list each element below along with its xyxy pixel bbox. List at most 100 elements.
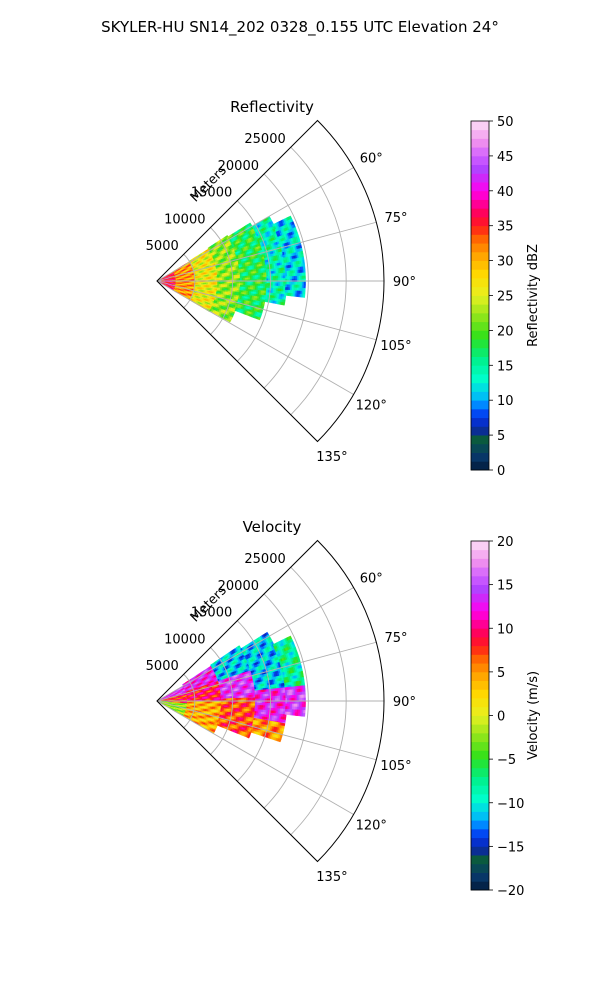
- radar-cell: [302, 260, 305, 264]
- angular-tick-label: 120°: [356, 399, 387, 414]
- colorbar-tick-label: 10: [497, 394, 514, 409]
- radar-cell: [225, 278, 228, 281]
- colorbar-tick-label: 5: [497, 429, 505, 444]
- angular-tick-label: 60°: [360, 151, 383, 166]
- colorbar-segment: [471, 225, 489, 235]
- colorbar-tick-label: 15: [497, 359, 514, 374]
- radar-cell: [248, 281, 251, 284]
- colorbar-tick-label: 35: [497, 220, 514, 235]
- radar-cell: [302, 278, 305, 283]
- radar-cell: [263, 281, 266, 285]
- radar-cell: [296, 275, 300, 280]
- radar-cell: [301, 256, 305, 261]
- colorbar-tick-label: 40: [497, 185, 514, 200]
- radar-cell: [256, 277, 259, 280]
- radar-cell: [303, 281, 306, 286]
- colorbar-segment: [471, 190, 489, 200]
- radar-cell: [301, 275, 305, 280]
- radar-cell: [244, 275, 248, 279]
- colorbar-label: Reflectivity dBZ: [526, 244, 541, 347]
- colorbar-segment: [471, 260, 489, 270]
- colorbar-tick-label: 30: [497, 255, 514, 270]
- radar-cell: [303, 284, 306, 289]
- colorbar-segment: [471, 208, 489, 218]
- radial-tick-label: 25000: [244, 132, 285, 147]
- angular-tick-label: 135°: [316, 450, 347, 465]
- radar-cell: [300, 278, 303, 283]
- radar-cell: [253, 281, 256, 284]
- colorbar-segment: [471, 199, 489, 209]
- radar-cell: [301, 281, 305, 286]
- radar-cell: [302, 266, 306, 270]
- radar-cell: [303, 278, 306, 283]
- colorbar-segment: [471, 391, 489, 401]
- radar-cell: [288, 281, 291, 285]
- colorbar-segment: [471, 330, 489, 340]
- radar-cell: [249, 283, 253, 286]
- radar-cell: [220, 278, 223, 281]
- radar-panels: Reflectivity500010000150002000025000Mete…: [146, 98, 541, 899]
- panel-title: Velocity: [243, 518, 302, 536]
- radial-tick-label: 5000: [146, 239, 179, 254]
- radar-cell: [246, 277, 249, 280]
- colorbar-segment: [471, 356, 489, 366]
- radar-cell: [297, 278, 300, 283]
- angular-tick-label: 90°: [393, 275, 416, 290]
- radar-cell: [286, 276, 290, 280]
- colorbar-segment: [471, 269, 489, 279]
- radar-panel-reflectivity: Reflectivity500010000150002000025000Mete…: [146, 98, 541, 479]
- radar-cell: [222, 278, 225, 281]
- colorbar-segment: [471, 435, 489, 445]
- colorbar-tick-label: 20: [497, 324, 514, 339]
- colorbar-segment: [471, 234, 489, 244]
- radar-cell: [253, 277, 256, 280]
- radar-cell: [233, 278, 237, 281]
- radar-cell: [296, 281, 300, 286]
- radar-cell: [298, 281, 301, 286]
- radar-cell: [302, 263, 306, 267]
- radar-cell: [295, 278, 298, 283]
- panel-title: Reflectivity: [230, 98, 314, 116]
- colorbar-segment: [471, 400, 489, 410]
- colorbar-segment: [471, 347, 489, 357]
- radar-cell: [281, 275, 284, 279]
- radar-cell: [288, 278, 291, 283]
- radar-field: [156, 215, 306, 323]
- radar-cell: [281, 283, 284, 287]
- colorbar-segment: [471, 251, 489, 261]
- radar-cell: [225, 281, 228, 284]
- radar-cell: [248, 277, 251, 280]
- colorbar-segment: [471, 426, 489, 436]
- radar-cell: [302, 294, 306, 298]
- colorbar-segment: [471, 365, 489, 375]
- radar-cell: [254, 283, 257, 287]
- radar-cell: [283, 296, 286, 301]
- radar-cell: [228, 278, 232, 281]
- colorbar-segment: [471, 374, 489, 384]
- colorbar-segment: [471, 417, 489, 427]
- colorbar-segment: [471, 304, 489, 314]
- colorbar-segment: [471, 339, 489, 349]
- colorbar-segment: [471, 408, 489, 419]
- colorbar-tick-label: 25: [497, 290, 514, 305]
- colorbar-segment: [471, 147, 489, 157]
- radar-cell: [271, 283, 274, 287]
- radar-panel-velocity: Velocity500010000150002000025000Meters60…: [146, 518, 541, 899]
- colorbar-segment: [471, 173, 489, 183]
- radar-cell: [303, 275, 306, 280]
- colorbar-segment: [471, 452, 489, 462]
- radar-cell: [298, 278, 301, 283]
- radar-cell: [243, 277, 246, 280]
- radar-cell: [244, 281, 248, 284]
- radar-cell: [228, 281, 232, 284]
- colorbar-tick-label: 50: [497, 115, 514, 130]
- radar-cell: [303, 272, 306, 277]
- colorbar-segment: [471, 129, 489, 139]
- radar-cell: [291, 275, 295, 280]
- colorbar-segment: [471, 243, 489, 253]
- radar-cell: [251, 277, 254, 280]
- colorbar-segment: [471, 138, 489, 148]
- colorbar-segment: [471, 278, 489, 288]
